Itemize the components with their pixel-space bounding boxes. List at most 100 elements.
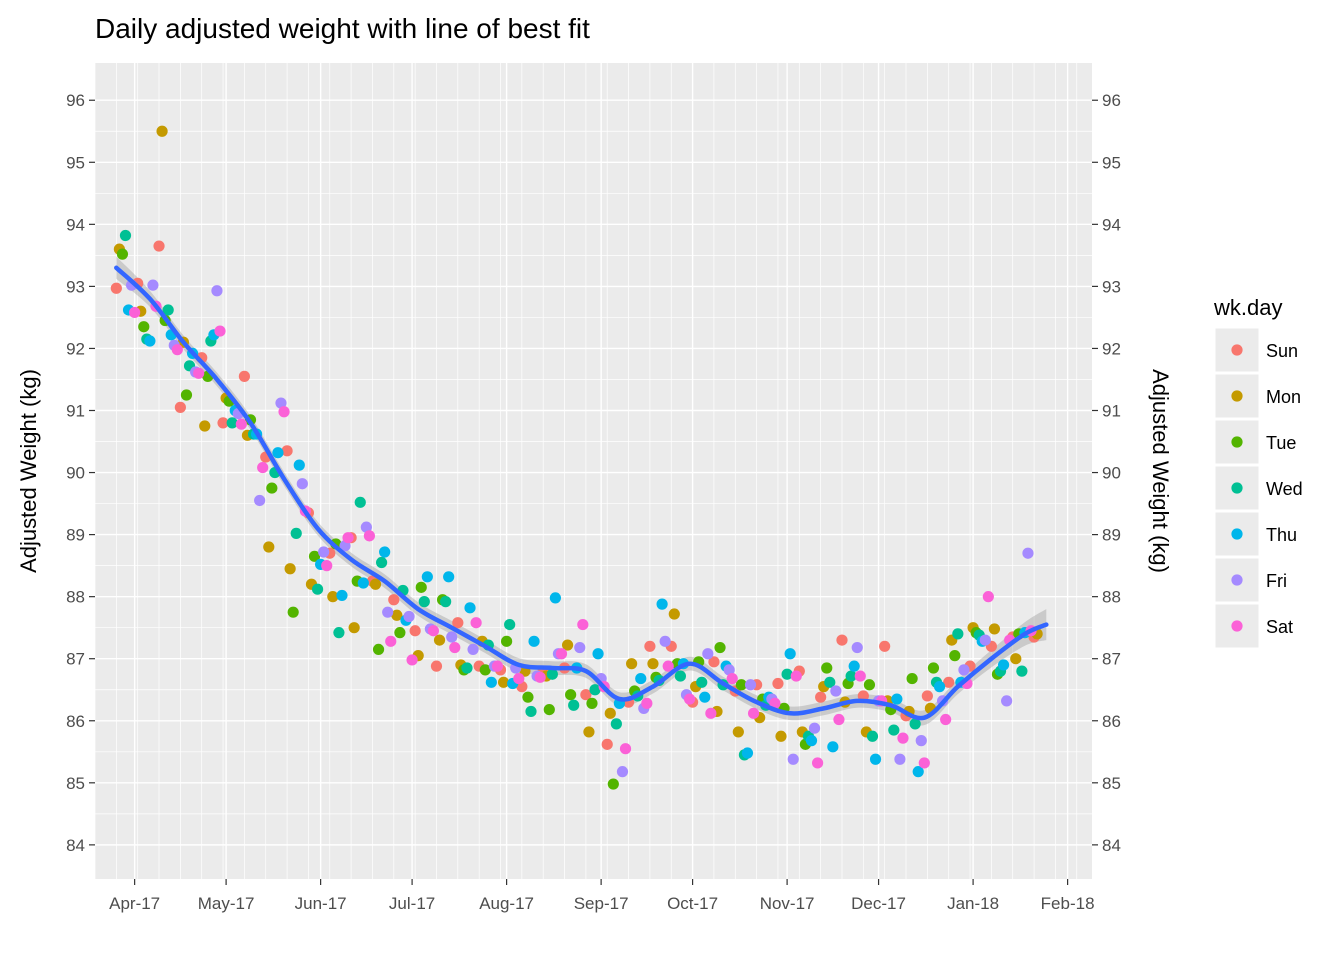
data-point-fri xyxy=(830,685,842,697)
data-point-sun xyxy=(921,690,933,702)
y-tick-label: 84 xyxy=(1102,836,1121,855)
data-point-fri xyxy=(382,606,394,618)
data-point-thu xyxy=(443,571,455,583)
data-point-sat xyxy=(342,532,354,544)
data-point-mon xyxy=(348,622,360,634)
data-point-thu xyxy=(741,747,754,759)
y-tick-label: 87 xyxy=(66,650,85,669)
legend-swatch-tue xyxy=(1231,436,1243,448)
x-tick-label: Aug-17 xyxy=(479,894,534,913)
data-point-sat xyxy=(747,707,760,719)
data-point-fri xyxy=(360,521,372,533)
data-point-tue xyxy=(821,662,833,674)
x-tick-label: Jun-17 xyxy=(295,894,347,913)
data-point-mon xyxy=(199,420,211,432)
data-point-sun xyxy=(708,656,720,668)
data-point-mon xyxy=(497,676,510,688)
data-point-fri xyxy=(787,753,799,765)
data-point-tue xyxy=(479,664,491,676)
data-point-sat xyxy=(683,693,696,705)
legend-swatch-mon xyxy=(1231,390,1243,402)
data-point-sat xyxy=(897,732,909,744)
trend-line xyxy=(114,265,1049,721)
data-point-sun xyxy=(601,738,613,750)
data-point-fri xyxy=(275,397,287,409)
data-point-tue xyxy=(180,389,193,401)
data-point-sat xyxy=(171,344,183,356)
grid-minor xyxy=(94,63,1092,879)
data-point-thu xyxy=(891,693,903,705)
data-point-thu xyxy=(635,672,647,685)
data-point-thu xyxy=(848,660,860,672)
data-point-sat xyxy=(129,306,141,319)
data-point-sat xyxy=(214,325,226,337)
y-tick-label: 89 xyxy=(1102,526,1121,545)
data-point-tue xyxy=(308,550,321,562)
y-tick-label: 91 xyxy=(66,401,85,420)
data-point-wed xyxy=(610,718,622,730)
data-point-tue xyxy=(565,689,577,701)
data-point-wed xyxy=(909,718,921,730)
x-tick-label: Jan-18 xyxy=(947,894,999,913)
data-point-tue xyxy=(607,778,619,790)
data-point-thu xyxy=(357,577,369,589)
data-point-thu xyxy=(549,592,561,604)
data-point-mon xyxy=(156,125,168,137)
y-tick-label: 88 xyxy=(1102,588,1121,607)
data-point-wed xyxy=(781,668,793,680)
data-point-mon xyxy=(433,634,446,646)
data-point-tue xyxy=(266,482,278,494)
y-tick-label: 93 xyxy=(1102,277,1121,296)
y-tick-label: 87 xyxy=(1102,650,1121,669)
data-point-fri xyxy=(211,285,223,297)
data-point-sun xyxy=(110,282,122,294)
data-point-sat xyxy=(833,713,845,726)
data-point-wed xyxy=(162,304,174,316)
data-point-sat xyxy=(470,617,482,629)
data-point-sat xyxy=(321,560,333,572)
data-point-wed xyxy=(226,417,238,429)
data-point-thu xyxy=(933,681,946,693)
data-point-sun xyxy=(238,370,250,382)
legend-swatch-fri xyxy=(1231,574,1243,586)
data-point-thu xyxy=(656,598,668,610)
data-point-sat xyxy=(385,635,397,647)
data-point-thu xyxy=(827,741,839,753)
y-tick-label: 89 xyxy=(66,526,85,545)
data-point-wed xyxy=(589,684,601,696)
y-tick-label: 85 xyxy=(1102,774,1121,793)
data-point-sat xyxy=(790,670,802,682)
data-point-sun xyxy=(217,417,229,429)
data-point-tue xyxy=(586,697,598,709)
data-point-mon xyxy=(327,591,339,603)
data-point-sun xyxy=(430,660,443,672)
data-point-mon xyxy=(1010,653,1022,665)
data-point-fri xyxy=(979,634,991,646)
data-point-sun xyxy=(815,691,827,703)
chart-title: Daily adjusted weight with line of best … xyxy=(95,13,590,44)
data-point-sat xyxy=(513,672,525,685)
data-point-tue xyxy=(543,703,555,716)
y-tick-label: 95 xyxy=(1102,153,1121,172)
data-point-thu xyxy=(336,589,348,602)
data-point-sat xyxy=(193,367,205,379)
legend-label-fri: Fri xyxy=(1266,571,1287,591)
data-point-mon xyxy=(647,658,659,670)
data-point-tue xyxy=(863,679,876,691)
data-point-sat xyxy=(854,670,866,682)
data-point-sat xyxy=(555,648,568,660)
legend-swatch-sat xyxy=(1231,620,1243,632)
data-point-thu xyxy=(592,648,604,660)
data-point-sat xyxy=(363,530,376,542)
data-point-sat xyxy=(918,757,930,769)
data-point-mon xyxy=(369,578,382,590)
data-point-sat xyxy=(811,757,824,769)
x-tick-label: Oct-17 xyxy=(667,894,718,913)
data-point-thu xyxy=(379,546,391,558)
data-point-tue xyxy=(949,650,961,662)
x-tick-label: Sep-17 xyxy=(574,894,629,913)
data-point-mon xyxy=(561,639,574,651)
data-point-fri xyxy=(403,610,415,623)
data-point-mon xyxy=(583,726,595,738)
data-point-fri xyxy=(659,635,671,647)
